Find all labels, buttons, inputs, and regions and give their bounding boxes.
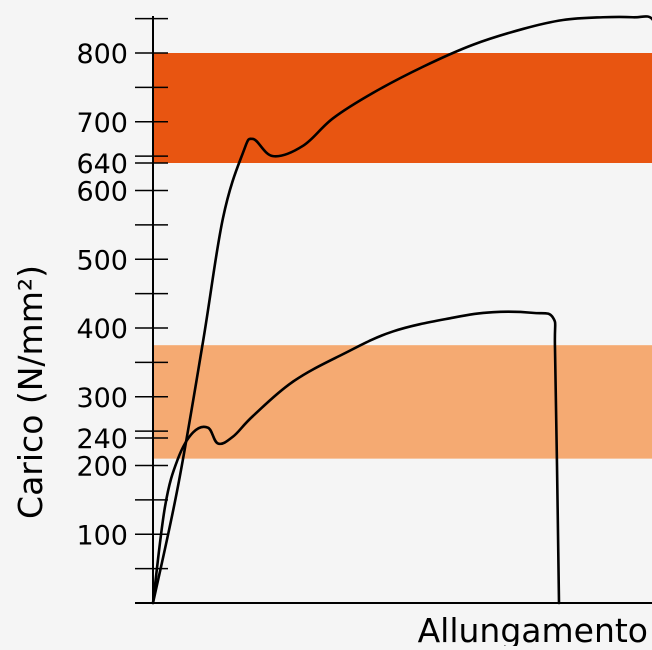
y-axis-title: Carico (N/mm²) (11, 265, 50, 519)
y-tick-label-100: 100 (76, 520, 128, 551)
y-tick-label-200: 200 (76, 452, 128, 483)
series-curves (151, 15, 652, 605)
series-line-0 (151, 15, 652, 605)
y-tick-label-300: 300 (76, 383, 128, 414)
series-line-1 (151, 310, 561, 605)
tolerance-bands (153, 53, 652, 459)
axes (135, 16, 652, 604)
y-tick-label-400: 400 (76, 314, 128, 345)
y-tick-label-500: 500 (76, 245, 128, 276)
x-axis-title: Allungamento (418, 611, 648, 646)
band-0 (153, 53, 652, 163)
y-tick-label-800: 800 (76, 39, 128, 70)
band-1 (153, 345, 652, 459)
y-tick-label-600: 600 (76, 177, 128, 208)
y-tick-label-700: 700 (76, 108, 128, 139)
y-tick-label-640: 640 (76, 149, 128, 180)
y-tick-label-240: 240 (76, 424, 128, 455)
